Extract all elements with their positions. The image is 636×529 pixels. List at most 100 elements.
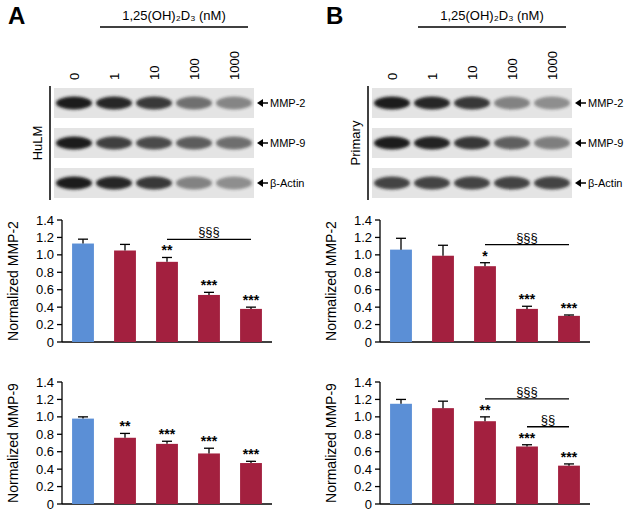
y-tick (375, 272, 380, 273)
y-tick (57, 254, 62, 255)
y-tick (375, 341, 380, 342)
blot-band (374, 97, 410, 110)
error-cap (120, 244, 130, 245)
y-tick (375, 219, 380, 220)
y-tick (57, 237, 62, 238)
treatment-line (418, 26, 566, 28)
y-axis (61, 220, 62, 342)
blot-band (176, 137, 212, 150)
figure: A1,25(OH)₂D₃ (nM)01101001000HuLMMMP-2MMP… (0, 0, 636, 529)
bar (390, 250, 412, 342)
y-tick-label: 0 (365, 335, 372, 350)
bar-chart: 00.20.40.60.81.01.21.4Normalized MMP-2**… (323, 213, 590, 350)
blot-band (414, 177, 450, 190)
sample-line (367, 86, 369, 200)
bar (156, 262, 178, 342)
y-tick-label: 0 (365, 497, 372, 512)
blot-band (374, 177, 410, 190)
blot-row (372, 128, 572, 158)
error-bar (438, 401, 448, 408)
band-label: MMP-2 (270, 97, 305, 109)
blot-band (96, 97, 132, 110)
error-bar (78, 239, 88, 243)
error-stem (442, 401, 443, 408)
y-axis-label: Normalized MMP-2 (323, 221, 339, 341)
error-stem (442, 245, 443, 255)
y-tick (375, 324, 380, 325)
dose-label: 10 (465, 66, 480, 80)
dose-label: 100 (505, 58, 520, 80)
bar (516, 309, 538, 342)
error-cap (438, 401, 448, 402)
blot-band (136, 137, 172, 150)
bar (390, 404, 412, 504)
blot-band (414, 97, 450, 110)
band-arrowhead (575, 179, 581, 187)
significance-label: *** (561, 449, 578, 465)
blot-band (494, 177, 530, 190)
marks (390, 238, 580, 342)
y-tick-label: 0 (47, 335, 54, 350)
error-bar (396, 238, 406, 249)
blot-band (534, 137, 570, 150)
treatment-label: 1,25(OH)₂D₃ (nM) (122, 8, 226, 23)
y-tick (375, 381, 380, 382)
y-tick-label: 1.2 (354, 392, 372, 407)
blot-band (56, 137, 92, 150)
y-tick (57, 272, 62, 273)
background (0, 0, 636, 529)
y-tick-label: 1.2 (36, 230, 54, 245)
blot-band (494, 97, 530, 110)
dose-label: 0 (385, 73, 400, 80)
dose-label: 1 (107, 73, 122, 80)
y-tick-label: 1.4 (354, 213, 372, 228)
y-tick-label: 0.6 (36, 444, 54, 459)
y-tick-label: 0.8 (354, 427, 372, 442)
blot-band (414, 137, 450, 150)
blot-band (534, 97, 570, 110)
comparison-label: §§ (541, 412, 555, 427)
blot-band (56, 97, 92, 110)
y-tick-label: 1.0 (36, 409, 54, 424)
blot-band (216, 137, 252, 150)
blot-row (54, 128, 254, 158)
y-tick-label: 0.8 (36, 265, 54, 280)
y-tick (57, 416, 62, 417)
treatment-line (100, 26, 248, 28)
y-axis (379, 220, 380, 342)
y-tick (375, 254, 380, 255)
y-tick (57, 306, 62, 307)
panel-label: B (326, 2, 343, 29)
dose-label: 1000 (545, 51, 560, 80)
significance-label: *** (243, 292, 260, 308)
bar (474, 421, 496, 504)
dose-label: 10 (147, 66, 162, 80)
error-stem (400, 399, 401, 403)
blot-band (176, 97, 212, 110)
error-cap (438, 245, 448, 246)
band-label: MMP-9 (270, 137, 305, 149)
y-tick (57, 381, 62, 382)
y-tick-label: 0.4 (354, 300, 372, 315)
blot-band (454, 97, 490, 110)
y-tick-label: 1.0 (36, 247, 54, 262)
error-cap (78, 416, 88, 417)
y-tick (375, 306, 380, 307)
significance-label: *** (159, 426, 176, 442)
band-arrowhead (257, 179, 263, 187)
bar-chart: 00.20.40.60.81.01.21.4Normalized MMP-9**… (5, 375, 272, 512)
panel-label: A (8, 2, 25, 29)
band-arrowhead (257, 139, 263, 147)
bar-chart: 00.20.40.60.81.01.21.4Normalized MMP-9**… (323, 375, 590, 512)
error-stem (400, 238, 401, 249)
bar (72, 419, 94, 504)
marks (72, 239, 262, 342)
y-axis (61, 382, 62, 504)
y-tick-label: 1.0 (354, 247, 372, 262)
y-tick (57, 289, 62, 290)
blot-row (372, 168, 572, 198)
y-tick (375, 503, 380, 504)
significance-label: *** (201, 277, 218, 293)
bar (558, 466, 580, 504)
significance-label: ** (120, 418, 131, 434)
